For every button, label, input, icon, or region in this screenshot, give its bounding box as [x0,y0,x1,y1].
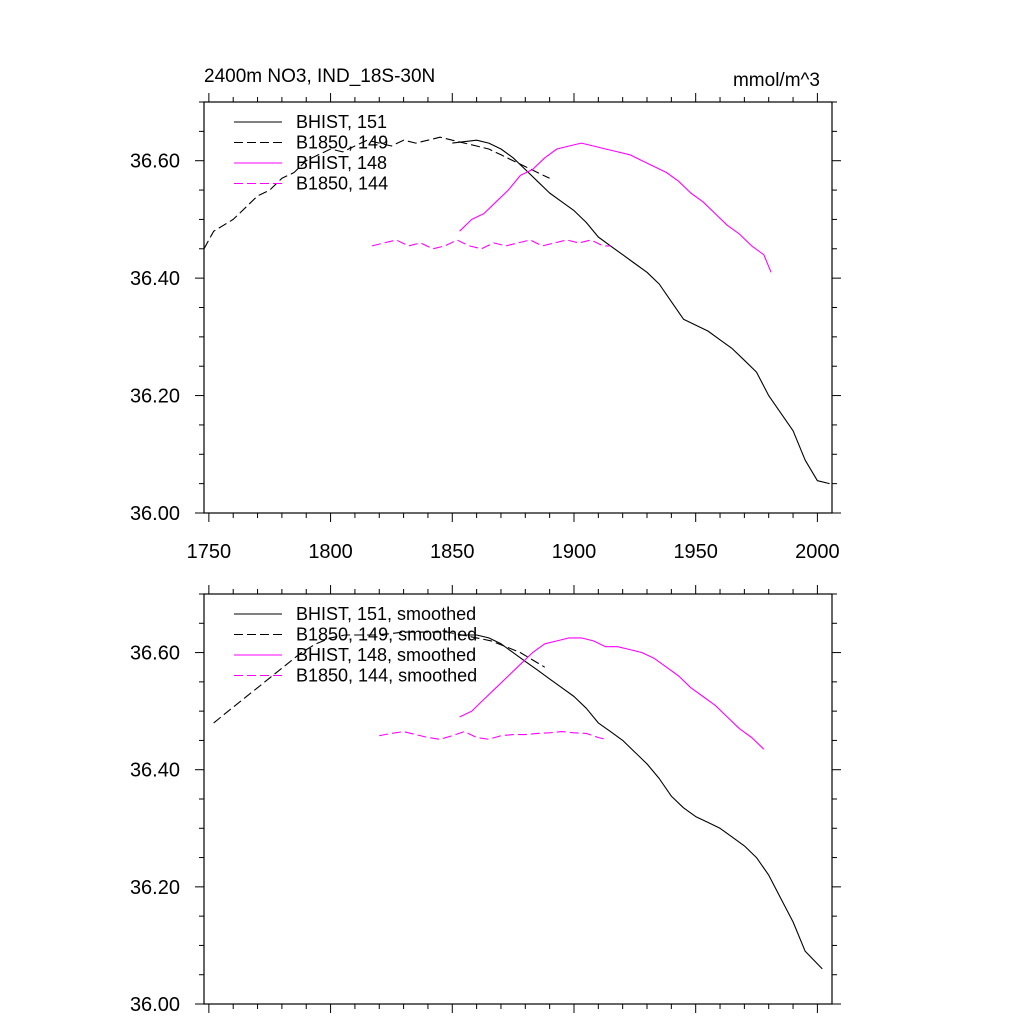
legend-label: B1850, 149, smoothed [296,625,477,645]
legend-label: BHIST, 151 [296,112,387,132]
series-line-2 [203,136,550,250]
x-tick-label: 2000 [795,541,840,563]
panel-1: 36.00 36.20 36.40 36.60 1750 1800 1850 1900 1950… [130,93,841,563]
x-tick-label: 1850 [430,541,475,563]
units-label: mmol/m^3 [733,70,820,91]
legend-label: B1850, 144, smoothed [296,666,477,686]
x-tick-label: 1750 [187,541,232,563]
series-line-2 [213,631,546,724]
y-tick-label: 36.20 [130,386,180,408]
x-tick-label: 1900 [552,541,597,563]
legend-label: BHIST, 151, smoothed [296,604,476,624]
chart-title: 2400m NO3, IND_18S-30N [204,66,435,87]
series-line-1 [452,139,830,485]
y-tick-label: 36.60 [130,643,180,665]
y-tick-label: 36.40 [130,760,180,782]
series-line-4 [379,731,606,740]
series-line-4 [371,239,611,250]
legend-label: B1850, 149 [296,133,388,153]
panel-2: 36.00 36.20 36.40 36.60 BHIST, 151, smoothed… [130,585,841,1016]
series-line-1 [464,634,823,970]
legend-label: BHIST, 148, smoothed [296,645,476,665]
y-tick-label: 36.60 [130,151,180,173]
series-line-3 [459,142,772,273]
series-line-3 [459,637,765,750]
y-tick-label: 36.40 [130,268,180,290]
legend-label: BHIST, 148 [296,153,387,173]
legend-label: B1850, 144 [296,174,388,194]
y-tick-label: 36.00 [130,994,180,1016]
x-tick-label: 1800 [308,541,353,563]
x-tick-label: 1950 [673,541,718,563]
y-tick-label: 36.20 [130,877,180,899]
y-tick-label: 36.00 [130,503,180,525]
